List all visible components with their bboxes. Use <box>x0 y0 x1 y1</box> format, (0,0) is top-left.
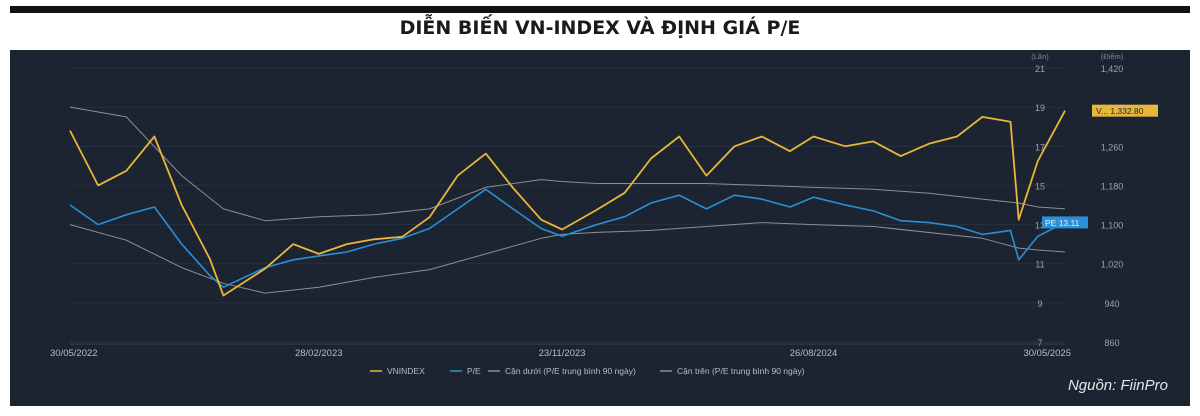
left-axis-tick-label: 19 <box>1035 103 1045 113</box>
left-axis-tick-label: 21 <box>1035 64 1045 74</box>
grid <box>70 67 1065 343</box>
pe-line <box>69 188 1066 288</box>
right-axis-tick-label: 1,100 <box>1101 221 1124 231</box>
pe-end-badge <box>1042 216 1088 229</box>
legend-label: VNINDEX <box>387 366 425 376</box>
left-axis-tick-label: 13 <box>1035 221 1045 231</box>
upper-band-line <box>69 106 1066 222</box>
right-axis-tick-label: 1,260 <box>1101 142 1124 152</box>
x-tick-label: 26/08/2024 <box>790 348 838 359</box>
left-axis-tick-label: 17 <box>1035 142 1045 152</box>
right-axis-unit: (Điểm) <box>1101 52 1124 61</box>
series-lines <box>69 106 1066 297</box>
x-tick-label: 23/11/2023 <box>539 348 586 359</box>
right-axis-tick-label: 940 <box>1104 299 1119 309</box>
legend-label: Cận trên (P/E trung bình 90 ngày) <box>677 366 805 376</box>
left-axis-tick-label: 7 <box>1037 338 1042 348</box>
x-tick-label: 30/05/2025 <box>1023 348 1071 359</box>
right-axis-tick-label: 1,020 <box>1101 260 1124 270</box>
x-tick-label: 28/02/2023 <box>295 348 343 359</box>
legend-label: Cận dưới (P/E trung bình 90 ngày) <box>505 366 636 376</box>
source-note: Nguồn: FiinPro <box>1067 377 1168 394</box>
pe-end-label: PE 13.11 <box>1045 218 1080 228</box>
left-axis-tick-label: 9 <box>1037 299 1042 309</box>
right-axis-tick-label: 1,180 <box>1101 181 1124 191</box>
vnindex-end-badge <box>1092 104 1158 117</box>
left-axis-tick-label: 15 <box>1035 181 1045 191</box>
x-tick-label: 30/05/2022 <box>50 348 98 359</box>
left-axis-unit: (Lần) <box>1031 52 1049 61</box>
vnindex-end-label: V... 1,332.80 <box>1096 106 1144 116</box>
vnindex-line <box>69 110 1066 297</box>
right-axis-tick-label: 1,420 <box>1101 64 1124 74</box>
right-axis-tick-label: 860 <box>1104 338 1119 348</box>
axes: 211917151311971,4201,3401,2601,1801,1001… <box>50 52 1158 359</box>
pe-vnindex-chart: 211917151311971,4201,3401,2601,1801,1001… <box>50 52 1158 376</box>
legend: VNINDEX P/E Cận dưới (P/E trung bình 90 ng… <box>370 366 805 376</box>
legend-label: P/E <box>467 366 481 376</box>
chart-panel: 211917151311971,4201,3401,2601,1801,1001… <box>10 50 1190 406</box>
top-rule <box>10 6 1190 13</box>
page-title: DIỄN BIẾN VN-INDEX VÀ ĐỊNH GIÁ P/E <box>399 17 801 39</box>
left-axis-tick-label: 11 <box>1035 260 1044 270</box>
